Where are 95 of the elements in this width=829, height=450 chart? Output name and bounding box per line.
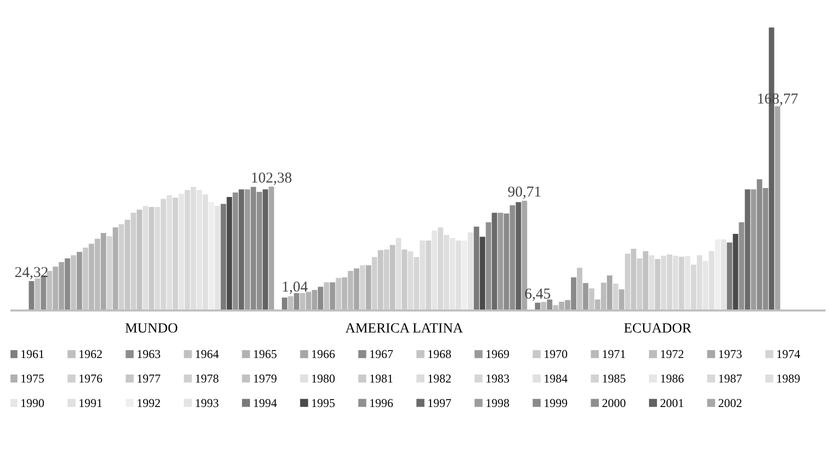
bar <box>480 236 486 310</box>
bar <box>474 226 480 310</box>
bar <box>172 198 178 310</box>
x-tick-label: AMERICA LATINA <box>345 322 464 336</box>
bar <box>726 242 732 310</box>
bar <box>582 283 588 310</box>
bar <box>744 189 750 310</box>
bar <box>106 236 112 310</box>
bar <box>546 299 552 310</box>
bar <box>100 233 106 310</box>
legend-label: 1983 <box>486 372 510 386</box>
bar <box>432 230 438 310</box>
bar <box>492 212 498 310</box>
legend-label: 1993 <box>194 396 219 410</box>
bar <box>486 222 492 310</box>
bar <box>606 275 612 310</box>
legend-label: 1966 <box>311 347 336 362</box>
bar <box>76 252 82 310</box>
legend-label: 1989 <box>776 372 800 386</box>
bar <box>244 189 250 310</box>
legend-label: 1981 <box>369 372 394 386</box>
bar <box>534 302 540 310</box>
bar <box>732 234 738 310</box>
bar <box>396 238 402 310</box>
x-tick-label: ECUADOR <box>624 322 692 336</box>
bar <box>28 281 34 310</box>
data-label: 24,32 <box>14 265 48 282</box>
bar <box>612 284 618 310</box>
bar <box>360 265 366 310</box>
legend-label: 1963 <box>136 347 161 362</box>
legend-label: 1967 <box>369 347 394 362</box>
legend-label: 1974 <box>776 347 800 362</box>
legend-label: 2000 <box>602 396 626 410</box>
data-label: 6,45 <box>524 286 551 303</box>
legend-label: 1994 <box>252 396 277 410</box>
legend-label: 1979 <box>252 372 277 386</box>
legend-label: 1971 <box>602 347 626 362</box>
bar <box>64 258 70 310</box>
bar <box>498 212 504 310</box>
legend-label: 1991 <box>78 396 103 410</box>
bar <box>268 186 274 310</box>
bar <box>648 255 654 310</box>
legend-label: 1990 <box>20 396 44 410</box>
bar <box>570 277 576 310</box>
bar <box>750 189 756 310</box>
bar <box>142 206 148 310</box>
legend-label: 1987 <box>718 372 742 386</box>
legend-label: 1984 <box>544 372 568 386</box>
legend-label: 2002 <box>718 396 742 410</box>
legend-label: 1964 <box>194 347 219 362</box>
legend-label: 1973 <box>718 347 742 362</box>
bar <box>294 293 300 310</box>
bar <box>618 289 624 310</box>
data-label: 90,71 <box>508 184 542 201</box>
legend-label: 1999 <box>544 396 568 410</box>
legend-label: 1995 <box>311 396 336 410</box>
legend-label: 2001 <box>660 396 684 410</box>
x-tick-label: MUNDO <box>124 322 178 336</box>
legend-label: 1962 <box>78 347 103 362</box>
bar <box>426 240 432 310</box>
legend-label: 1972 <box>660 347 684 362</box>
data-label: 102,38 <box>250 170 292 187</box>
bar <box>262 189 268 310</box>
bar <box>282 298 288 310</box>
bar <box>178 194 184 310</box>
legend-label: 1961 <box>20 347 44 362</box>
legend-label: 1997 <box>427 396 452 410</box>
legend-label: 1985 <box>602 372 626 386</box>
bar <box>774 106 780 310</box>
bar <box>238 189 244 310</box>
bar <box>354 268 360 310</box>
legend-label: 1978 <box>194 372 219 386</box>
annotation: 1,04 <box>282 280 308 296</box>
legend-label: 1969 <box>486 347 510 362</box>
bar <box>678 256 684 310</box>
legend-label: 1980 <box>311 372 336 386</box>
legend-label: 1965 <box>252 347 277 362</box>
legend-label: 1970 <box>544 347 568 362</box>
legend-label: 1968 <box>427 347 452 362</box>
legend-label: 1992 <box>136 396 161 410</box>
legend-label: 1977 <box>136 372 161 386</box>
legend-label: 1982 <box>427 372 452 386</box>
legend-label: 1976 <box>78 372 103 386</box>
bar <box>226 197 232 310</box>
bar <box>112 227 118 310</box>
legend-label: 1996 <box>369 396 394 410</box>
legend-label: 1998 <box>486 396 510 410</box>
bar <box>684 256 690 310</box>
bar <box>220 204 226 310</box>
legend-label: 1975 <box>20 372 44 386</box>
bar <box>232 192 238 310</box>
legend-label: 1986 <box>660 372 684 386</box>
bar <box>366 265 372 310</box>
bar <box>516 202 522 310</box>
bar <box>738 222 744 310</box>
